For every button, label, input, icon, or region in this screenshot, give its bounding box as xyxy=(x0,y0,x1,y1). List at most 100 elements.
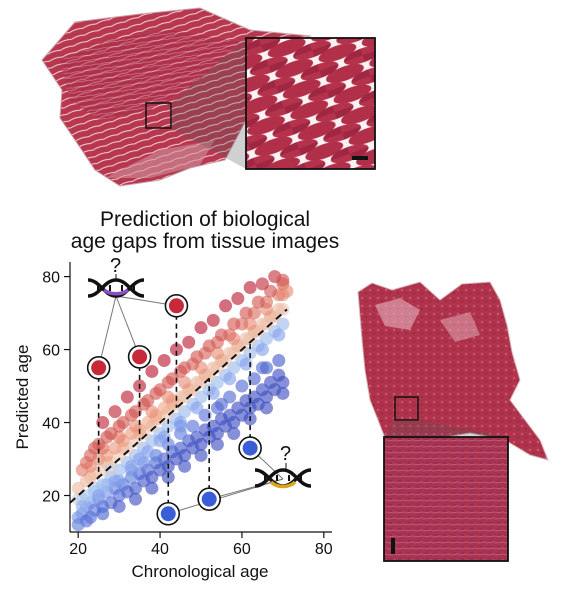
data-point xyxy=(96,416,110,430)
y-tick-label: 20 xyxy=(42,489,60,506)
x-tick-label: 80 xyxy=(315,541,333,558)
y-tick-label: 80 xyxy=(42,270,60,287)
data-point xyxy=(255,343,269,357)
data-point xyxy=(182,335,196,349)
highlight-point xyxy=(168,298,184,314)
y-axis-label: Predicted age xyxy=(13,345,32,450)
highlight-point xyxy=(132,349,148,365)
data-point xyxy=(255,277,269,291)
data-point xyxy=(104,463,118,477)
data-point xyxy=(219,299,233,313)
data-point xyxy=(75,499,89,513)
y-tick-label: 60 xyxy=(42,343,60,360)
dna-icon-bottom xyxy=(254,468,312,489)
data-point xyxy=(71,518,85,532)
chart-title-line-2: age gaps from tissue images xyxy=(71,230,339,253)
data-point xyxy=(247,372,261,386)
dna-icon-top xyxy=(87,278,145,298)
data-point xyxy=(83,448,97,462)
data-point xyxy=(157,354,171,368)
data-point xyxy=(178,361,192,375)
data-point xyxy=(145,481,159,495)
highlight-point xyxy=(242,440,258,456)
top-zoom-panel xyxy=(245,37,376,170)
scatter-points xyxy=(71,270,294,532)
x-tick-label: 20 xyxy=(69,541,87,558)
data-point xyxy=(186,419,200,433)
data-point xyxy=(243,281,257,295)
data-point xyxy=(116,416,130,430)
data-point xyxy=(276,375,290,389)
data-point xyxy=(169,343,183,357)
data-point xyxy=(272,302,286,316)
data-point xyxy=(178,459,192,473)
data-point xyxy=(239,357,253,371)
data-point xyxy=(108,405,122,419)
data-point xyxy=(83,510,97,524)
right-inset-marker xyxy=(394,396,419,421)
data-point xyxy=(96,507,110,521)
data-point xyxy=(214,397,228,411)
data-point xyxy=(214,328,228,342)
chart-title-line-1: Prediction of biological xyxy=(100,208,310,231)
data-point xyxy=(165,372,179,386)
data-point xyxy=(210,437,224,451)
data-point xyxy=(260,401,273,415)
data-point xyxy=(194,321,208,335)
right-zoom-projection xyxy=(384,420,508,437)
data-point xyxy=(133,452,147,466)
data-point xyxy=(129,419,142,433)
right-zoom-panel xyxy=(383,436,509,562)
dna-connector-line xyxy=(98,295,117,368)
data-point xyxy=(227,317,241,331)
data-point xyxy=(206,386,220,400)
data-point xyxy=(108,474,122,488)
data-point xyxy=(235,379,249,393)
data-point xyxy=(178,375,192,389)
right-scale-bar xyxy=(391,538,395,554)
top-tissue-image xyxy=(41,7,312,187)
plot-area: 20 40 60 80 20 40 60 80 xyxy=(42,262,333,558)
highlight-point xyxy=(91,360,107,376)
data-point xyxy=(92,489,106,503)
x-axis-label: Chronological age xyxy=(131,562,268,581)
data-point xyxy=(272,354,286,368)
top-inset-marker xyxy=(145,102,172,129)
scale-bar xyxy=(352,156,368,160)
data-point xyxy=(129,405,142,419)
x-tick-label: 60 xyxy=(233,541,251,558)
data-point xyxy=(190,401,204,415)
data-point xyxy=(231,291,245,305)
data-point xyxy=(280,284,294,298)
right-tissue-image xyxy=(357,281,549,461)
data-point xyxy=(206,313,220,327)
data-point xyxy=(272,328,286,342)
data-point xyxy=(255,361,269,375)
data-point xyxy=(153,383,167,397)
data-point xyxy=(174,419,188,433)
y-tick-label: 40 xyxy=(42,416,60,433)
data-point xyxy=(251,295,265,309)
identity-diagonal-line xyxy=(69,308,288,504)
highlighted-points xyxy=(86,293,262,526)
data-point xyxy=(190,350,204,364)
question-mark-bottom: ? xyxy=(280,443,291,465)
data-point xyxy=(223,372,237,386)
data-point xyxy=(227,426,241,440)
data-point xyxy=(194,448,208,462)
data-point xyxy=(239,306,253,320)
data-point xyxy=(145,364,159,378)
data-point xyxy=(129,492,142,506)
data-point xyxy=(104,426,118,440)
data-point xyxy=(120,390,134,404)
data-point xyxy=(141,394,155,408)
axis-ticks: 20 40 60 80 20 40 60 80 xyxy=(42,270,333,558)
data-point xyxy=(276,273,290,287)
question-mark-top: ? xyxy=(110,255,121,277)
data-point xyxy=(153,434,167,448)
data-point xyxy=(276,386,290,400)
data-point xyxy=(112,499,126,513)
highlight-point xyxy=(201,491,217,507)
highlight-point xyxy=(160,506,176,522)
